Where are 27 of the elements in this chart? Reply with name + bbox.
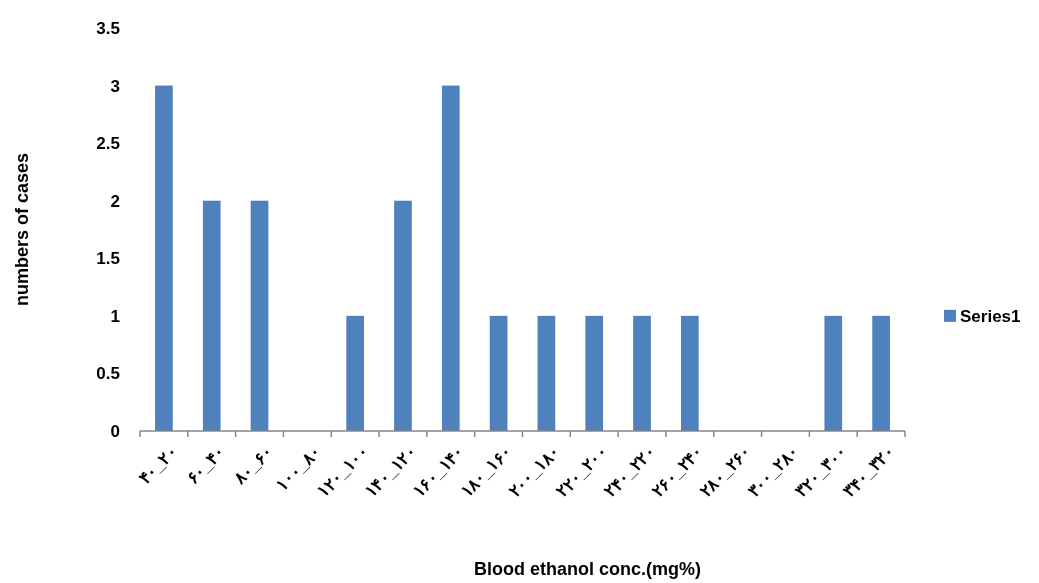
x-tick-label: ۴۰_۲۰: [135, 442, 181, 488]
bar: [155, 85, 173, 431]
bar: [681, 315, 699, 431]
y-tick-label: 1.5: [96, 249, 120, 269]
bar: [202, 200, 221, 431]
y-tick-label: 2.5: [96, 134, 120, 154]
bar: [585, 315, 604, 431]
bar: [824, 315, 843, 431]
y-tick-label: 2: [110, 191, 120, 211]
y-tick-label: 3.5: [96, 18, 120, 38]
bar: [537, 315, 556, 431]
x-tick-label: ۶۰_۴۰: [182, 442, 229, 488]
y-tick-label: 3: [110, 76, 120, 96]
y-axis-title: numbers of cases: [12, 152, 32, 307]
x-tick-label: ۸۰_۶۰: [230, 442, 277, 489]
bar: [633, 315, 651, 431]
y-tick-label: 0.5: [96, 364, 120, 384]
bar: [441, 85, 460, 431]
y-tick-label: 0: [110, 421, 120, 441]
bar: [394, 200, 412, 431]
legend-label: Series1: [960, 306, 1021, 326]
bar: [872, 315, 890, 431]
y-tick-label: 1: [110, 306, 120, 326]
x-axis-title: Blood ethanol conc.(mg%): [474, 559, 701, 579]
bar: [346, 315, 364, 431]
bar: [250, 200, 269, 431]
bar: [489, 315, 508, 431]
